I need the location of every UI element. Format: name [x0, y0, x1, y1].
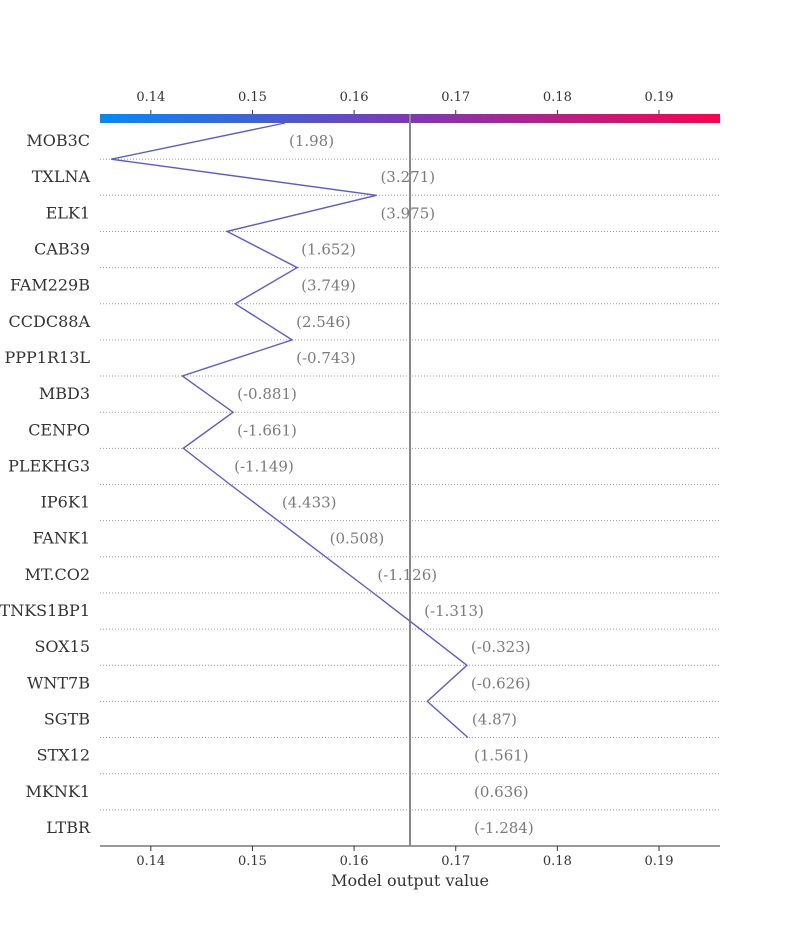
feature-label: MKNK1 [26, 782, 90, 801]
feature-value-label: (1.561) [474, 747, 529, 765]
feature-value-label: (3.749) [301, 277, 356, 295]
bottom-tick-label: 0.16 [340, 854, 369, 869]
feature-label: STX12 [37, 746, 90, 765]
feature-value-label: (0.508) [330, 530, 385, 548]
feature-label: TXLNA [32, 167, 91, 186]
feature-label: TNKS1BP1 [0, 601, 90, 620]
feature-value-label: (1.652) [301, 241, 356, 259]
feature-value-label: (4.433) [282, 494, 337, 512]
bottom-tick-label: 0.15 [238, 854, 267, 869]
top-tick-label: 0.19 [645, 90, 674, 105]
feature-label: SGTB [44, 709, 90, 728]
feature-label: SOX15 [34, 637, 90, 656]
bottom-tick-label: 0.17 [441, 854, 470, 869]
feature-label: FANK1 [33, 529, 90, 548]
feature-value-label: (-1.313) [424, 602, 484, 620]
feature-value-label: (-1.149) [234, 457, 294, 475]
feature-value-label: (-1.284) [474, 819, 534, 837]
feature-label: WNT7B [27, 673, 90, 692]
feature-value-label: (-1.661) [237, 421, 297, 439]
feature-rows: MOB3C TXLNA ELK1 CAB39 FAM229B CCDC88A PPP1R13… [0, 131, 720, 837]
feature-label: IP6K1 [41, 493, 90, 512]
bottom-tick-label: 0.14 [136, 854, 165, 869]
decision-line [111, 122, 469, 739]
feature-value-label: (4.87) [472, 710, 517, 728]
feature-value-label: (-0.743) [296, 349, 356, 367]
feature-value-label: (-0.881) [237, 385, 297, 403]
top-tick-label: 0.14 [136, 90, 165, 105]
top-tick-label: 0.15 [238, 90, 267, 105]
feature-label: MBD3 [39, 384, 90, 403]
feature-value-label: (-0.323) [471, 638, 531, 656]
feature-value-label: (3.975) [380, 204, 435, 222]
feature-value-label: (2.546) [296, 313, 351, 331]
feature-value-label: (-1.126) [377, 566, 437, 584]
feature-label: ELK1 [46, 203, 90, 222]
feature-value-label: (3.271) [380, 168, 435, 186]
feature-value-label: (1.98) [289, 132, 334, 150]
bottom-tick-label: 0.18 [543, 854, 572, 869]
bottom-axis: 0.14 0.15 0.16 0.17 0.18 0.19 [136, 846, 673, 869]
feature-value-label: (0.636) [474, 783, 529, 801]
feature-label: FAM229B [10, 276, 90, 295]
feature-label: MT.CO2 [25, 565, 90, 584]
decision-path [111, 122, 469, 739]
feature-label: MOB3C [26, 131, 90, 150]
bottom-tick-label: 0.19 [645, 854, 674, 869]
value-labels: (1.98) (3.271) (3.975) (1.652) (3.749) (2.546… [234, 132, 534, 837]
feature-label: PLEKHG3 [8, 456, 90, 475]
x-axis-title: Model output value [331, 871, 489, 890]
top-tick-label: 0.16 [340, 90, 369, 105]
feature-label: CENPO [28, 420, 90, 439]
feature-label: CAB39 [34, 240, 90, 259]
top-tick-label: 0.18 [543, 90, 572, 105]
feature-label: CCDC88A [9, 312, 91, 331]
feature-label: PPP1R13L [4, 348, 90, 367]
feature-value-label: (-0.626) [471, 674, 531, 692]
top-tick-label: 0.17 [441, 90, 470, 105]
feature-label: LTBR [46, 818, 91, 837]
top-axis: 0.14 0.15 0.16 0.17 0.18 0.19 [136, 90, 673, 114]
